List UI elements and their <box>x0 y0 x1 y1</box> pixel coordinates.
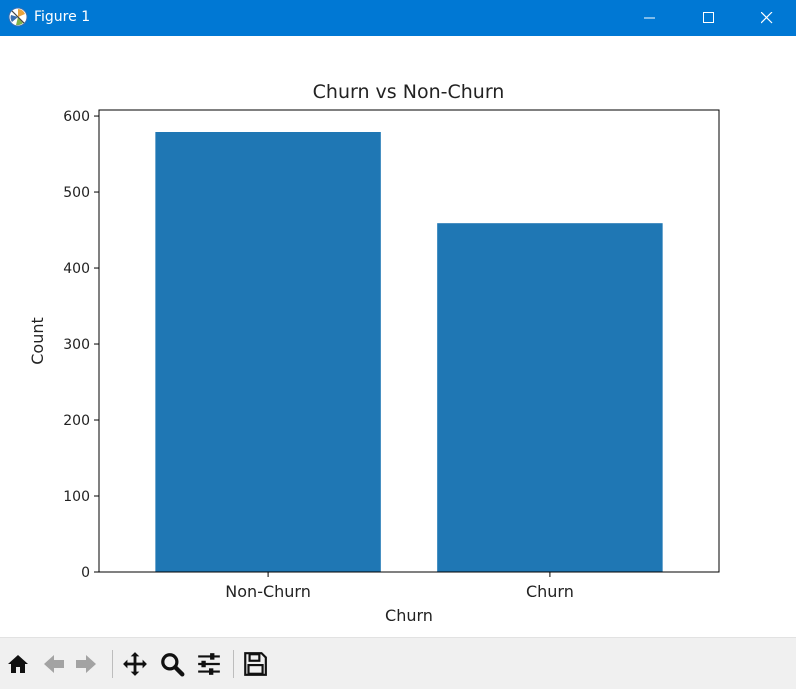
y-tick-label: 400 <box>63 261 90 277</box>
figure-canvas: Churn vs Non-Churn 0 100 200 300 400 500 600 N… <box>0 36 796 636</box>
close-icon <box>761 12 773 24</box>
bar-non-churn <box>155 132 381 572</box>
y-tick-label: 600 <box>63 109 90 125</box>
y-axis-label: Count <box>28 317 47 365</box>
toolbar-separator <box>112 650 113 678</box>
home-icon <box>8 655 28 673</box>
y-tick-label: 0 <box>81 565 90 581</box>
pan-button[interactable] <box>121 650 149 678</box>
x-axis-label: Churn <box>385 606 433 625</box>
zoom-button[interactable] <box>158 650 186 678</box>
maximize-button[interactable] <box>680 0 738 36</box>
window-titlebar: Figure 1 <box>0 0 796 36</box>
save-icon <box>244 652 267 676</box>
bar-churn <box>437 223 663 572</box>
y-tick-label: 300 <box>63 337 90 353</box>
x-tick-label: Churn <box>526 582 574 601</box>
zoom-icon <box>161 653 185 677</box>
forward-button[interactable] <box>72 650 100 678</box>
bar-chart: Churn vs Non-Churn 0 100 200 300 400 500 600 N… <box>28 81 720 625</box>
x-tick-label: Non-Churn <box>225 582 311 601</box>
configure-subplots-button[interactable] <box>195 650 223 678</box>
minimize-button[interactable] <box>621 0 679 36</box>
navigation-toolbar <box>0 637 796 689</box>
maximize-icon <box>703 12 714 23</box>
window-title: Figure 1 <box>34 9 91 25</box>
pan-icon <box>123 652 147 676</box>
minimize-icon <box>644 17 655 19</box>
close-button[interactable] <box>738 0 796 36</box>
home-button[interactable] <box>4 650 32 678</box>
forward-icon <box>76 655 96 673</box>
plot-area-frame <box>98 109 720 573</box>
y-tick-label: 100 <box>63 489 90 505</box>
back-icon <box>44 655 64 673</box>
y-tick-label: 500 <box>63 185 90 201</box>
back-button[interactable] <box>40 650 68 678</box>
configure-subplots-icon <box>198 653 220 675</box>
y-tick-label: 200 <box>63 413 90 429</box>
toolbar-separator <box>233 650 234 678</box>
save-button[interactable] <box>241 650 269 678</box>
app-icon <box>8 7 28 27</box>
chart-title: Churn vs Non-Churn <box>313 81 505 103</box>
